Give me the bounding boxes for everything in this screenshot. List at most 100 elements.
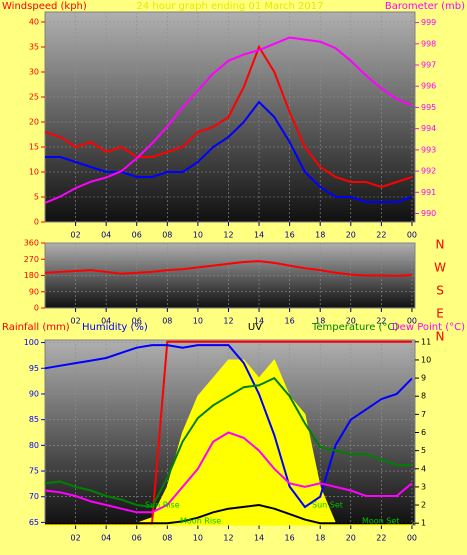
direction-label: N [436, 238, 445, 252]
direction-label: E [436, 307, 444, 321]
annotation: Moon Rise [180, 517, 221, 526]
annotation: Sun Set [312, 501, 343, 510]
y-tick-label: 360 [24, 239, 39, 248]
annotation: Moon Set [362, 517, 399, 526]
line [44, 44, 413, 189]
line [44, 36, 413, 204]
x-tick-label: 10 [193, 231, 203, 240]
x-tick-label: 04 [101, 534, 111, 543]
x-tick-label: 16 [285, 534, 295, 543]
x-tick-label: 08 [162, 317, 172, 326]
y2-tick-label: 11 [421, 337, 431, 346]
y-tick-label: 95 [29, 364, 39, 373]
y-tick-label: 65 [29, 518, 39, 527]
direction-label: S [436, 284, 444, 298]
y-tick-label: 100 [24, 338, 39, 347]
axis-label: Temperature (°C) [311, 322, 398, 333]
y2-tick-label: 5 [421, 446, 426, 455]
x-tick-label: 20 [346, 317, 356, 326]
y2-tick-label: 999 [421, 18, 436, 27]
x-tick-label: 10 [193, 534, 203, 543]
x-tick-label: 04 [101, 317, 111, 326]
y2-tick-label: 2 [421, 501, 426, 510]
annotation: Sun Rise [145, 501, 180, 510]
y2-tick-label: 3 [421, 482, 426, 491]
x-tick-label: 12 [223, 231, 233, 240]
x-tick-label: 16 [285, 231, 295, 240]
x-tick-label: 22 [376, 534, 386, 543]
axis-label: UV [248, 322, 262, 333]
y-tick-label: 80 [29, 441, 39, 450]
y-tick-label: 20 [29, 118, 39, 127]
y2-tick-label: 993 [421, 145, 436, 154]
x-tick-label: 02 [70, 231, 80, 240]
y-tick-label: 15 [29, 143, 39, 152]
y-tick-label: 25 [29, 93, 39, 102]
y-tick-label: 35 [29, 43, 39, 52]
x-tick-label: 06 [132, 317, 142, 326]
line [44, 344, 413, 509]
y2-tick-label: 4 [421, 464, 426, 473]
y2-tick-label: 998 [421, 39, 436, 48]
x-tick-label: 00 [407, 534, 417, 543]
y-tick-label: 5 [34, 193, 39, 202]
line [45, 503, 412, 525]
y2-tick-label: 6 [421, 428, 426, 437]
axis-label: Humidity (%) [82, 322, 148, 333]
chart-title: 24 hour graph ending 01 March 2017 [137, 1, 324, 12]
y-tick-label: 90 [29, 287, 39, 296]
line [44, 376, 412, 508]
y-tick-label: 0 [34, 304, 39, 313]
y-tick-label: 0 [34, 218, 39, 227]
x-tick-label: 12 [223, 317, 233, 326]
line [44, 260, 412, 277]
y2-tick-label: 9 [421, 374, 426, 383]
y2-tick-label: 7 [421, 410, 426, 419]
y-tick-label: 70 [29, 492, 39, 501]
x-tick-label: 06 [132, 231, 142, 240]
x-tick-label: 02 [70, 317, 80, 326]
y2-axis-label: Barometer (mb) [385, 1, 465, 12]
y-tick-label: 40 [29, 18, 39, 27]
x-tick-label: 12 [223, 534, 233, 543]
direction-label: N [436, 330, 445, 344]
axis-label: Rainfall (mm) [2, 322, 70, 333]
x-tick-label: 02 [70, 534, 80, 543]
y2-tick-label: 990 [421, 209, 436, 218]
x-tick-label: 16 [285, 317, 295, 326]
x-tick-label: 00 [407, 317, 417, 326]
y-tick-label: 85 [29, 415, 39, 424]
y-tick-label: 30 [29, 68, 39, 77]
x-tick-label: 14 [254, 317, 264, 326]
x-tick-label: 14 [254, 231, 264, 240]
x-tick-label: 14 [254, 534, 264, 543]
x-tick-label: 22 [376, 317, 386, 326]
x-tick-label: 06 [132, 534, 142, 543]
x-tick-label: 20 [346, 534, 356, 543]
y2-tick-label: 992 [421, 167, 436, 176]
y2-tick-label: 994 [421, 124, 436, 133]
line [44, 431, 413, 514]
y-tick-label: 10 [29, 168, 39, 177]
y2-tick-label: 10 [421, 355, 431, 364]
x-tick-label: 18 [315, 534, 325, 543]
y2-tick-label: 991 [421, 188, 436, 197]
x-tick-label: 22 [376, 231, 386, 240]
x-tick-label: 08 [162, 231, 172, 240]
y-tick-label: 180 [24, 271, 39, 280]
y2-tick-label: 995 [421, 103, 436, 112]
x-tick-label: 10 [193, 317, 203, 326]
y-tick-label: 90 [29, 389, 39, 398]
x-tick-label: 18 [315, 231, 325, 240]
y2-tick-label: 8 [421, 392, 426, 401]
plot-area [44, 11, 416, 223]
line [45, 100, 413, 203]
y2-tick-label: 996 [421, 82, 436, 91]
x-tick-label: 00 [407, 231, 417, 240]
y-tick-label: 270 [24, 255, 39, 264]
y-axis-label: Windspeed (kph) [2, 1, 87, 12]
x-tick-label: 04 [101, 231, 111, 240]
x-tick-label: 18 [315, 317, 325, 326]
y-tick-label: 75 [29, 467, 39, 476]
